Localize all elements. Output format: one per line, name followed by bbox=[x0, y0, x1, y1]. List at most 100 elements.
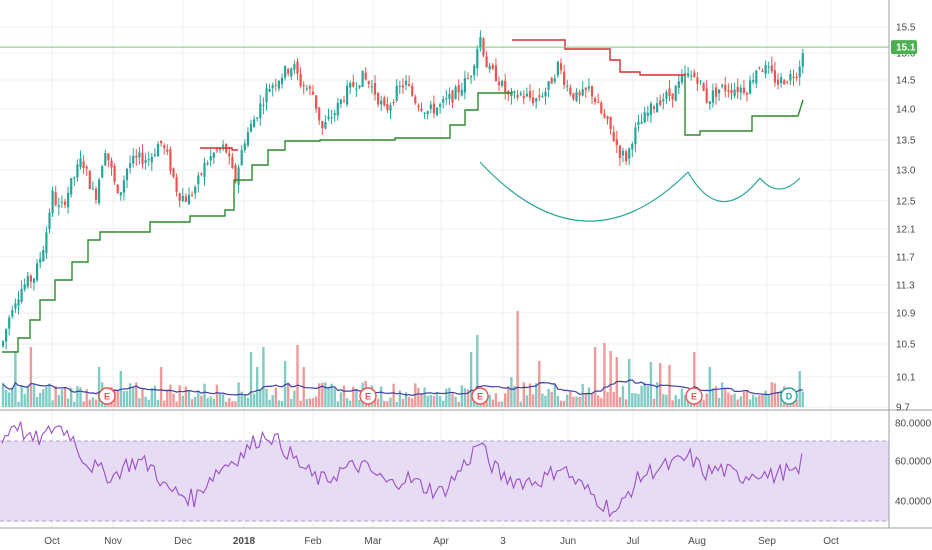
candle-body[interactable] bbox=[342, 100, 346, 102]
candle-body[interactable] bbox=[525, 93, 528, 97]
candle-body[interactable] bbox=[773, 70, 776, 83]
candle-body[interactable] bbox=[73, 177, 76, 179]
candle-body[interactable] bbox=[559, 63, 563, 71]
event-marker-earnings[interactable]: E bbox=[685, 387, 703, 405]
candle-body[interactable] bbox=[284, 66, 287, 78]
candle-body[interactable] bbox=[708, 101, 711, 104]
cup-curve[interactable] bbox=[479, 161, 689, 222]
candle-body[interactable] bbox=[330, 117, 333, 119]
candle-body[interactable] bbox=[296, 61, 299, 74]
candle-body[interactable] bbox=[85, 166, 88, 169]
candle-body[interactable] bbox=[135, 155, 138, 158]
candle-body[interactable] bbox=[110, 160, 113, 168]
candle-body[interactable] bbox=[448, 93, 451, 99]
candle-body[interactable] bbox=[169, 149, 172, 172]
candle-body[interactable] bbox=[702, 83, 705, 91]
candle-body[interactable] bbox=[789, 74, 792, 81]
candle-body[interactable] bbox=[504, 80, 507, 93]
candle-body[interactable] bbox=[693, 72, 696, 77]
candle-body[interactable] bbox=[132, 155, 135, 164]
candle-body[interactable] bbox=[646, 112, 649, 116]
candle-body[interactable] bbox=[1, 341, 5, 347]
candle-body[interactable] bbox=[792, 76, 795, 78]
candle-body[interactable] bbox=[203, 162, 206, 178]
candle-body[interactable] bbox=[538, 95, 541, 98]
candle-body[interactable] bbox=[497, 81, 501, 86]
candle-body[interactable] bbox=[361, 70, 364, 87]
candle-body[interactable] bbox=[63, 201, 67, 206]
candle-body[interactable] bbox=[60, 201, 63, 203]
candle-body[interactable] bbox=[76, 164, 79, 178]
candle-body[interactable] bbox=[318, 107, 321, 121]
candle-body[interactable] bbox=[767, 66, 770, 68]
candle-body[interactable] bbox=[265, 88, 268, 103]
candle-body[interactable] bbox=[442, 99, 445, 103]
candle-body[interactable] bbox=[67, 192, 70, 208]
candle-body[interactable] bbox=[776, 79, 780, 85]
candle-body[interactable] bbox=[662, 99, 665, 102]
candle-body[interactable] bbox=[187, 194, 191, 205]
candle-body[interactable] bbox=[631, 143, 634, 150]
candle-body[interactable] bbox=[528, 91, 532, 98]
candle-body[interactable] bbox=[209, 156, 212, 161]
candle-body[interactable] bbox=[454, 87, 457, 100]
candle-body[interactable] bbox=[674, 85, 677, 102]
candle-body[interactable] bbox=[339, 99, 342, 104]
candle-body[interactable] bbox=[485, 56, 488, 68]
candle-body[interactable] bbox=[445, 98, 448, 100]
candle-body[interactable] bbox=[519, 93, 522, 95]
candle-body[interactable] bbox=[764, 65, 767, 74]
candle-body[interactable] bbox=[287, 69, 290, 74]
candle-body[interactable] bbox=[212, 152, 215, 158]
candle-body[interactable] bbox=[699, 80, 702, 82]
candle-body[interactable] bbox=[153, 154, 156, 156]
candle-body[interactable] bbox=[432, 103, 435, 114]
candle-body[interactable] bbox=[550, 77, 553, 84]
candle-body[interactable] bbox=[184, 196, 187, 202]
candle-body[interactable] bbox=[57, 205, 60, 207]
cup-and-handle-pattern[interactable] bbox=[479, 161, 801, 222]
candle-body[interactable] bbox=[677, 81, 680, 89]
candle-body[interactable] bbox=[23, 284, 26, 290]
candle-body[interactable] bbox=[640, 122, 643, 124]
candle-body[interactable] bbox=[758, 67, 761, 69]
candle-body[interactable] bbox=[200, 173, 203, 175]
candle-body[interactable] bbox=[547, 81, 550, 90]
event-marker-earnings[interactable]: E bbox=[98, 387, 116, 405]
candle-body[interactable] bbox=[299, 74, 302, 87]
price-axis[interactable]: 15.515.014.514.013.513.012.512.111.711.3… bbox=[896, 23, 916, 414]
candle-body[interactable] bbox=[218, 148, 222, 150]
candle-body[interactable] bbox=[32, 278, 36, 283]
candle-body[interactable] bbox=[795, 76, 798, 79]
candle-body[interactable] bbox=[311, 91, 315, 95]
candle-body[interactable] bbox=[138, 152, 141, 158]
candle-body[interactable] bbox=[243, 143, 246, 151]
candle-body[interactable] bbox=[466, 78, 470, 80]
candle-body[interactable] bbox=[594, 98, 597, 103]
candle-body[interactable] bbox=[14, 303, 17, 309]
candle-body[interactable] bbox=[79, 158, 82, 168]
candle-body[interactable] bbox=[634, 127, 637, 145]
candle-body[interactable] bbox=[770, 65, 773, 72]
candle-body[interactable] bbox=[569, 87, 572, 95]
candle-body[interactable] bbox=[113, 165, 116, 182]
candle-body[interactable] bbox=[742, 87, 745, 93]
candle-body[interactable] bbox=[194, 186, 197, 194]
candle-body[interactable] bbox=[652, 106, 656, 109]
candle-body[interactable] bbox=[107, 153, 110, 161]
candle-body[interactable] bbox=[463, 77, 466, 93]
candle-body[interactable] bbox=[736, 86, 739, 93]
candle-body[interactable] bbox=[346, 85, 349, 105]
candlesticks[interactable] bbox=[1, 30, 804, 350]
candle-body[interactable] bbox=[163, 145, 166, 149]
handle-curve-1[interactable] bbox=[687, 171, 761, 203]
candle-body[interactable] bbox=[370, 86, 373, 88]
candle-body[interactable] bbox=[615, 139, 618, 146]
event-marker-earnings[interactable]: E bbox=[471, 387, 489, 405]
candle-body[interactable] bbox=[308, 86, 311, 89]
candle-body[interactable] bbox=[234, 165, 237, 182]
candle-body[interactable] bbox=[501, 80, 504, 86]
candle-body[interactable] bbox=[460, 89, 463, 96]
candle-body[interactable] bbox=[600, 102, 603, 114]
candle-body[interactable] bbox=[532, 97, 535, 104]
